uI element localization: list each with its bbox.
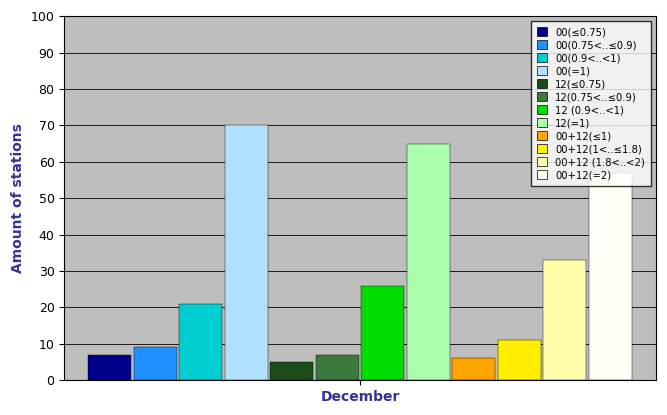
- Bar: [225, 125, 268, 380]
- Bar: [589, 173, 632, 380]
- Bar: [498, 340, 541, 380]
- Bar: [270, 362, 313, 380]
- Bar: [407, 144, 450, 380]
- Bar: [179, 304, 222, 380]
- Legend: 00(≤0.75), 00(0.75<..≤0.9), 00(0.9<..<1), 00(=1), 12(≤0.75), 12(0.75<..≤0.9), 12: 00(≤0.75), 00(0.75<..≤0.9), 00(0.9<..<1)…: [531, 21, 651, 186]
- Y-axis label: Amount of stations: Amount of stations: [11, 123, 25, 273]
- Bar: [452, 358, 496, 380]
- Bar: [315, 355, 359, 380]
- Bar: [88, 355, 131, 380]
- Bar: [543, 260, 586, 380]
- Bar: [133, 347, 177, 380]
- Bar: [362, 286, 404, 380]
